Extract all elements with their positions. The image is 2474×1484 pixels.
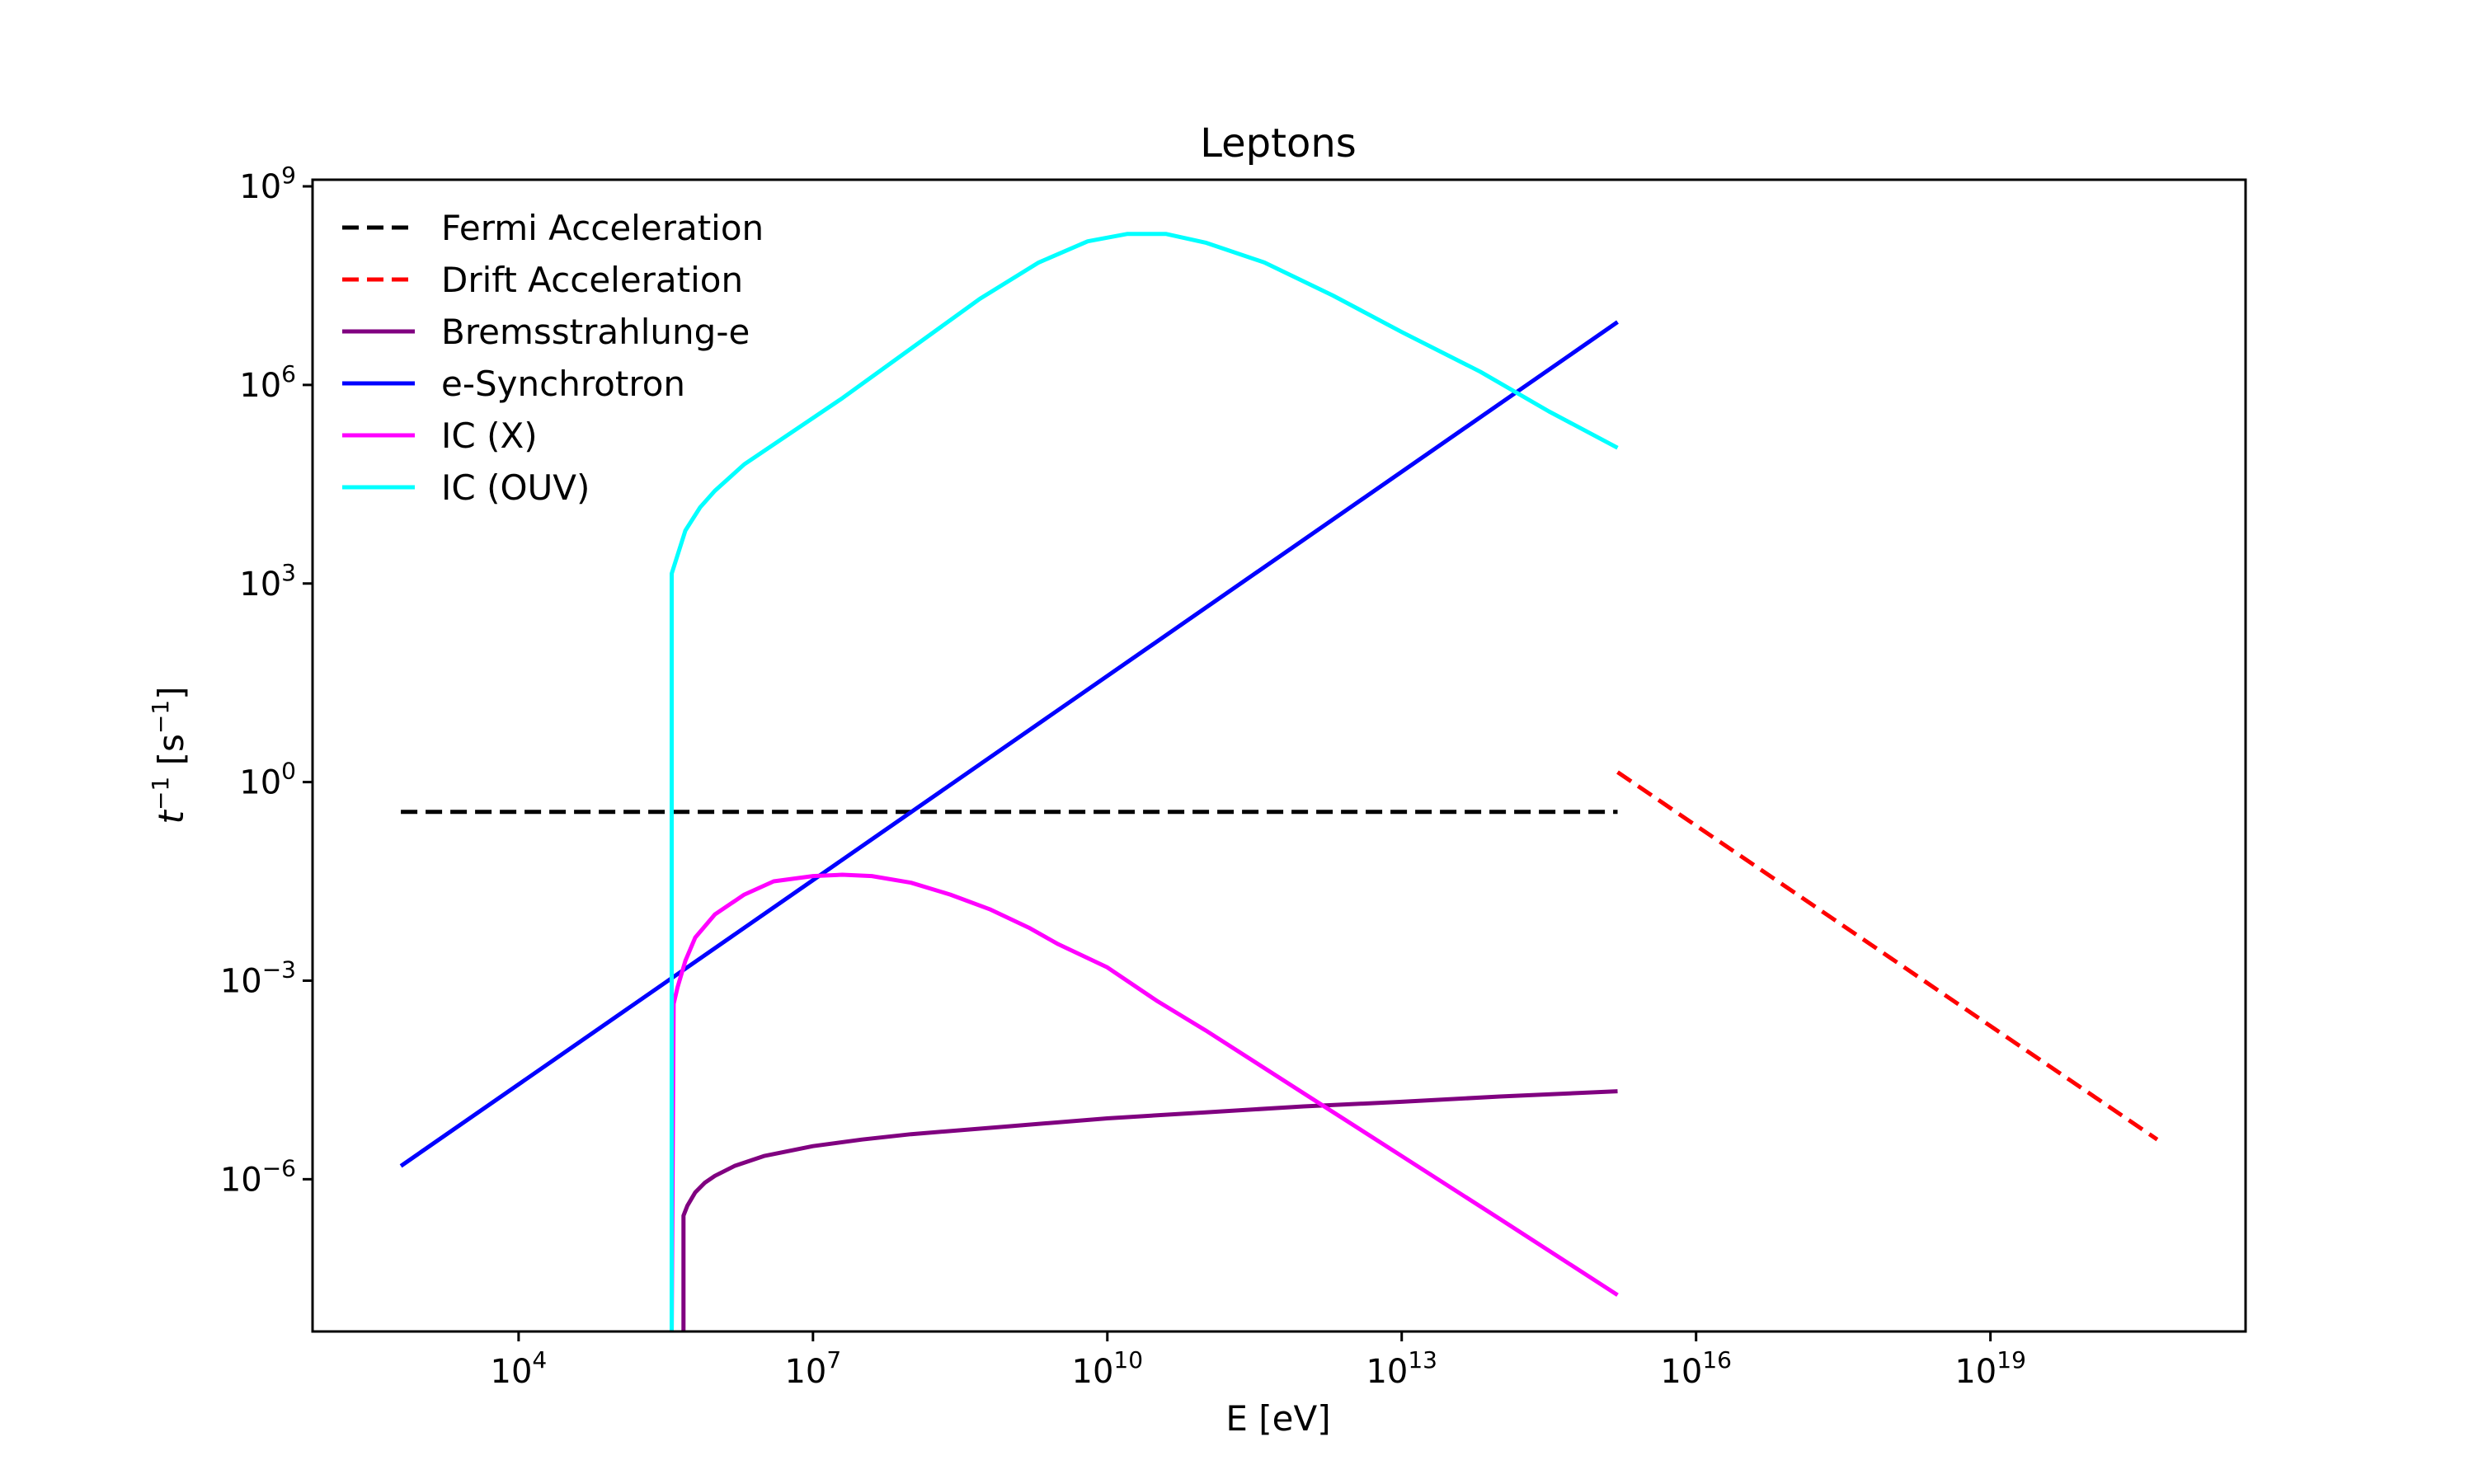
y-axis-label-units: [s xyxy=(151,734,191,777)
chart-title: Leptons xyxy=(1200,120,1357,167)
y-tick-label-3: 100 xyxy=(239,758,296,802)
series-line-1 xyxy=(1616,770,2159,1142)
y-axis-label-t: t xyxy=(151,810,191,824)
x-tick-label-3: 1013 xyxy=(1366,1346,1437,1391)
y-tick-label-4: 10−3 xyxy=(220,956,296,1000)
series-line-5 xyxy=(670,232,1619,1331)
series-line-3 xyxy=(399,320,1619,1168)
legend-label-2: Bremsstrahlung-e xyxy=(441,312,750,352)
x-axis-ticks: 104 107 1010 1013 1016 1019 xyxy=(491,1331,2026,1391)
legend-label-3: e-Synchrotron xyxy=(441,364,685,404)
x-tick-label-2: 1010 xyxy=(1072,1346,1144,1391)
y-tick-label-1: 106 xyxy=(239,360,296,405)
y-tick-label-0: 109 xyxy=(239,162,296,206)
series-line-2 xyxy=(681,1089,1618,1331)
legend-label-4: IC (X) xyxy=(441,416,538,456)
plot-frame xyxy=(311,178,2247,1333)
series-group xyxy=(399,232,2159,1332)
y-axis-label-units-sup: −1 xyxy=(147,700,174,734)
x-tick-label-0: 104 xyxy=(491,1346,548,1391)
series-line-4 xyxy=(670,872,1619,1332)
legend-label-0: Fermi Acceleration xyxy=(441,208,764,248)
x-tick-label-1: 107 xyxy=(784,1346,841,1391)
legend: Fermi Acceleration Drift Acceleration Brem… xyxy=(342,208,764,508)
x-tick-label-5: 1019 xyxy=(1954,1346,2026,1391)
legend-label-1: Drift Acceleration xyxy=(441,260,743,300)
y-tick-label-2: 103 xyxy=(239,559,296,603)
y-axis-label: t−1 [s−1] xyxy=(147,686,191,824)
y-tick-label-5: 10−6 xyxy=(220,1154,296,1199)
y-axis-ticks: 109 106 103 100 10−3 10−6 xyxy=(220,162,313,1199)
legend-label-5: IC (OUV) xyxy=(441,467,590,508)
y-axis-label-close: ] xyxy=(151,686,191,699)
x-tick-label-4: 1016 xyxy=(1660,1346,1732,1391)
x-axis-label: E [eV] xyxy=(1225,1398,1330,1439)
y-axis-label-t-sup: −1 xyxy=(147,777,174,810)
